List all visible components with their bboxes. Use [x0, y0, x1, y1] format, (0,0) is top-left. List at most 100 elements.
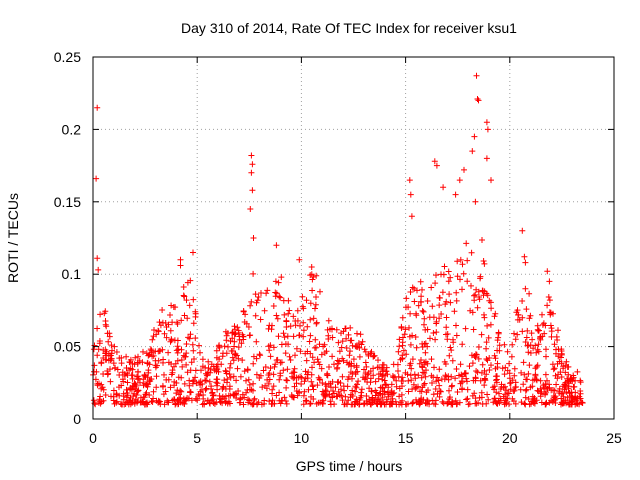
- peak-point: [296, 256, 303, 263]
- data-point: [468, 352, 475, 359]
- data-point: [335, 378, 342, 385]
- data-point: [412, 334, 419, 340]
- data-point: [206, 378, 213, 385]
- data-point: [246, 332, 253, 339]
- data-point: [525, 349, 532, 356]
- data-point: [221, 377, 228, 384]
- data-point: [127, 365, 134, 372]
- data-point: [376, 398, 383, 405]
- peak-point: [95, 266, 102, 273]
- data-point: [552, 372, 559, 379]
- data-point: [380, 388, 387, 395]
- data-point: [102, 392, 109, 398]
- data-point: [553, 381, 560, 388]
- data-point: [271, 363, 278, 370]
- data-point: [198, 367, 204, 374]
- data-point: [422, 373, 429, 380]
- data-point: [227, 360, 234, 367]
- data-point: [443, 314, 450, 321]
- data-point: [452, 375, 459, 382]
- data-point: [354, 343, 361, 350]
- data-point: [429, 397, 436, 404]
- data-point: [569, 378, 576, 385]
- y-tick-label: 0.25: [54, 49, 81, 65]
- data-point: [169, 319, 176, 326]
- data-point: [186, 377, 193, 384]
- data-point: [456, 372, 462, 379]
- data-point: [118, 382, 125, 389]
- data-point: [409, 356, 416, 363]
- data-point: [181, 312, 188, 319]
- data-point: [490, 384, 496, 391]
- peak-point: [93, 175, 100, 182]
- data-point: [286, 353, 293, 360]
- data-point: [140, 376, 147, 383]
- data-point: [314, 356, 321, 363]
- data-point: [165, 321, 172, 328]
- data-point: [184, 315, 191, 322]
- data-point: [333, 365, 340, 372]
- data-point: [143, 350, 150, 357]
- data-point: [421, 321, 427, 328]
- data-point: [132, 386, 139, 392]
- data-point: [407, 341, 414, 348]
- data-point: [338, 330, 344, 337]
- data-point: [399, 314, 406, 321]
- data-point: [525, 370, 532, 377]
- data-point: [214, 386, 221, 393]
- data-point: [363, 363, 370, 370]
- data-point: [460, 270, 467, 277]
- data-point: [341, 401, 348, 408]
- data-point: [276, 389, 283, 396]
- data-point: [320, 391, 327, 398]
- peak-point: [546, 278, 553, 285]
- data-point: [550, 310, 556, 317]
- data-point: [266, 322, 273, 329]
- data-point: [328, 384, 334, 391]
- data-point: [231, 323, 238, 330]
- data-point: [252, 291, 259, 298]
- data-point: [439, 398, 446, 405]
- data-point: [419, 344, 426, 350]
- data-point: [159, 382, 166, 389]
- data-point: [447, 344, 454, 351]
- data-point: [577, 395, 584, 402]
- data-point: [173, 390, 180, 397]
- data-point: [141, 371, 148, 378]
- data-point: [155, 357, 162, 364]
- peak-point: [483, 155, 490, 162]
- data-point: [409, 284, 416, 291]
- data-point: [222, 399, 229, 406]
- data-point: [307, 316, 314, 323]
- x-tick-label: 25: [606, 430, 622, 446]
- data-point: [287, 323, 294, 330]
- data-point: [196, 342, 202, 349]
- data-point: [270, 383, 277, 390]
- data-point: [128, 386, 135, 393]
- data-point: [245, 324, 252, 330]
- data-point: [229, 347, 236, 354]
- data-point: [408, 377, 415, 384]
- data-point: [196, 392, 203, 399]
- peak-point: [407, 191, 414, 198]
- data-point: [281, 394, 288, 401]
- data-point: [551, 394, 558, 401]
- data-point: [558, 374, 565, 380]
- data-point: [374, 364, 381, 371]
- data-point: [188, 359, 195, 366]
- data-point: [443, 331, 449, 338]
- data-point: [496, 399, 503, 406]
- data-point: [282, 350, 289, 357]
- data-point: [518, 399, 525, 406]
- data-point: [527, 384, 534, 391]
- data-point: [318, 365, 325, 372]
- data-point: [433, 320, 440, 327]
- data-point: [501, 371, 508, 378]
- data-point: [267, 365, 274, 372]
- data-point: [238, 340, 245, 347]
- data-point: [367, 379, 374, 386]
- data-point: [300, 327, 307, 334]
- data-point: [362, 359, 369, 366]
- data-point: [560, 393, 567, 400]
